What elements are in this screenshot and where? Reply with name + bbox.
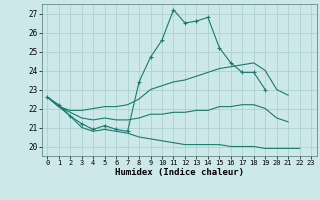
X-axis label: Humidex (Indice chaleur): Humidex (Indice chaleur): [115, 168, 244, 177]
